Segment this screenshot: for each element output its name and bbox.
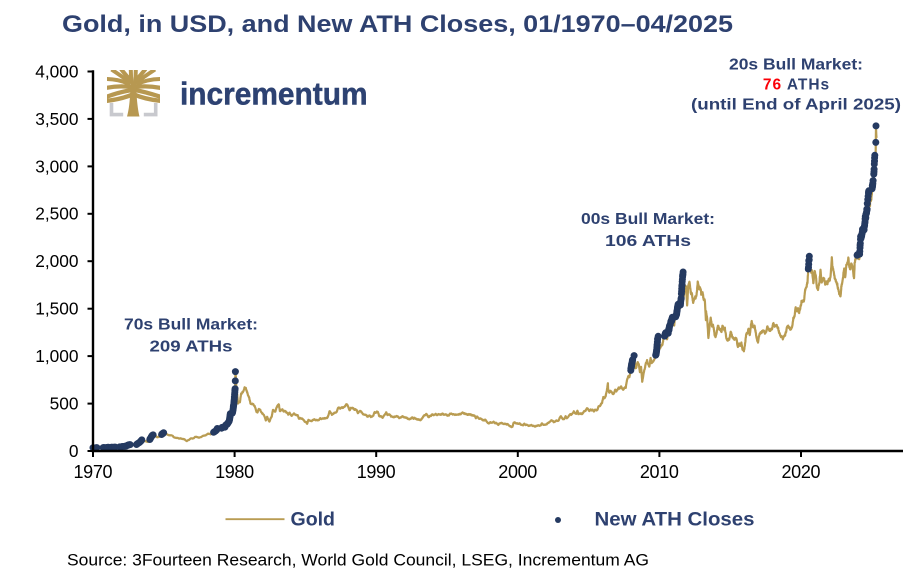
svg-text:Source: 3Fourteen Research, Wo: Source: 3Fourteen Research, World Gold C…	[67, 551, 649, 570]
svg-text:1,500: 1,500	[35, 299, 78, 319]
svg-text:4,000: 4,000	[35, 61, 78, 81]
svg-text:1990: 1990	[357, 462, 396, 482]
svg-text:2010: 2010	[640, 462, 679, 482]
svg-text:Gold, in USD, and New ATH Clos: Gold, in USD, and New ATH Closes, 01/197…	[62, 11, 733, 38]
svg-text:1970: 1970	[74, 462, 113, 482]
svg-text:2020: 2020	[782, 462, 821, 482]
svg-text:70s Bull Market:: 70s Bull Market:	[124, 317, 258, 334]
svg-text:106 ATHs: 106 ATHs	[605, 233, 691, 250]
svg-text:0: 0	[69, 441, 79, 461]
svg-text:(until End of April 2025): (until End of April 2025)	[691, 97, 901, 114]
svg-text:3,000: 3,000	[35, 156, 78, 176]
svg-text:2000: 2000	[498, 462, 537, 482]
svg-text:1980: 1980	[215, 462, 254, 482]
svg-text:20s Bull Market:: 20s Bull Market:	[729, 57, 863, 74]
svg-text:76 ATHs: 76 ATHs	[763, 77, 830, 94]
svg-text:2,500: 2,500	[35, 204, 78, 224]
svg-text:New ATH Closes: New ATH Closes	[595, 509, 755, 531]
svg-text:209 ATHs: 209 ATHs	[150, 339, 233, 356]
svg-text:500: 500	[50, 394, 79, 414]
svg-text:Gold: Gold	[291, 509, 336, 531]
svg-text:2,000: 2,000	[35, 251, 78, 271]
svg-text:00s Bull Market:: 00s Bull Market:	[581, 211, 715, 228]
svg-text:3,500: 3,500	[35, 109, 78, 129]
svg-text:1,000: 1,000	[35, 346, 78, 366]
svg-text:incrementum: incrementum	[180, 76, 368, 112]
